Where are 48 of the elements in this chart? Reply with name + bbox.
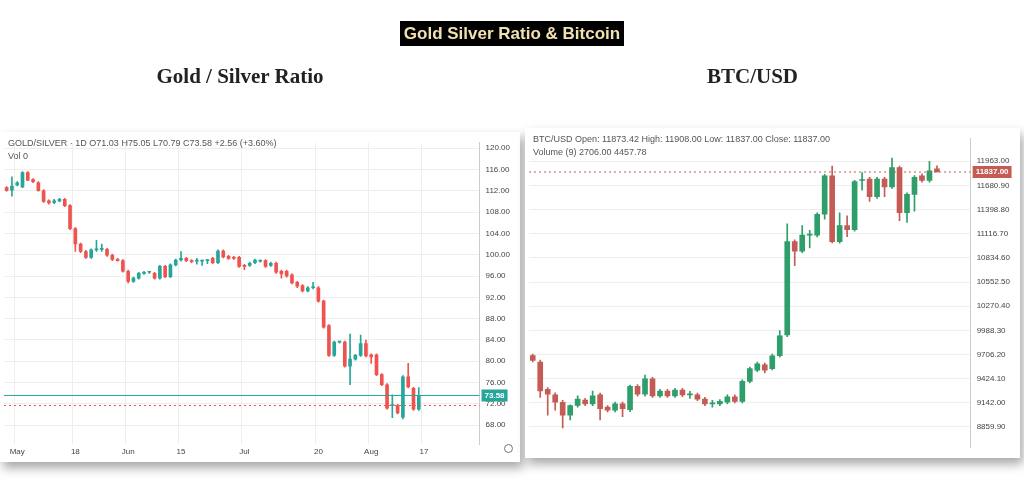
y-tick-label: 9142.00 <box>976 398 1007 408</box>
y-tick-label: 9988.30 <box>976 325 1007 335</box>
y-tick-label: 11398.80 <box>976 204 1010 214</box>
y-tick-label: 100.00 <box>485 249 511 259</box>
y-tick-label: 8859.90 <box>976 422 1007 432</box>
y-tick-label: 120.00 <box>485 143 511 153</box>
y-tick-label: 108.00 <box>485 207 511 217</box>
y-tick-label: 11963.00 <box>976 156 1010 166</box>
candlestick <box>179 251 183 262</box>
ref-line-label: 73.58 <box>484 390 506 400</box>
candlestick <box>348 333 352 386</box>
y-tick-label: 10552.50 <box>976 277 1011 287</box>
y-tick-label: 116.00 <box>485 164 510 174</box>
y-tick-label: 72.00 <box>485 399 507 409</box>
y-tick-label: 76.00 <box>485 377 507 387</box>
y-tick-label: 84.00 <box>485 335 507 345</box>
annotation: Vol 0 <box>8 151 29 161</box>
y-tick-label: 11116.70 <box>976 228 1009 238</box>
x-tick-label: Aug <box>364 447 379 457</box>
annotation: GOLD/SILVER · 1D O71.03 H75.05 L70.79 C73.58 +2.56 (+3.60%) <box>8 138 277 148</box>
y-tick-label: 112.00 <box>485 185 510 195</box>
y-tick-label: 68.00 <box>485 420 507 430</box>
chart-title: BTC/USD <box>706 64 799 89</box>
candlestick <box>544 387 551 416</box>
y-tick-label: 9424.10 <box>976 373 1007 383</box>
x-tick-label: 20 <box>313 447 324 457</box>
annotation: Volume (9) 2706.00 4457.78 <box>533 147 647 157</box>
y-tick-label: 96.00 <box>485 271 507 281</box>
text: Gold Silver Ratio & Bitcoin <box>399 21 625 46</box>
y-tick-label: 80.00 <box>485 356 507 366</box>
chart-title: Gold / Silver Ratio <box>155 64 325 89</box>
annotation: BTC/USD Open: 11873.42 High: 11908.00 Low: 11837.00 Close: 11837.00 <box>533 134 831 144</box>
x-tick-label: 17 <box>419 447 430 457</box>
y-tick-label: 104.00 <box>485 228 511 238</box>
x-tick-label: Jun <box>121 447 135 457</box>
y-tick-label: 9706.20 <box>976 349 1007 359</box>
x-tick-label: May <box>9 447 25 457</box>
y-tick-label: 88.00 <box>485 313 507 323</box>
y-tick-label: 10834.60 <box>976 253 1011 263</box>
y-tick-label: 92.00 <box>485 292 507 302</box>
x-tick-label: 15 <box>176 447 186 457</box>
x-tick-label: 18 <box>70 447 81 457</box>
candlestick <box>99 243 104 252</box>
candlestick <box>859 172 865 191</box>
ref-line-label: 11837.00 <box>975 167 1010 177</box>
y-tick-label: 10270.40 <box>976 301 1011 311</box>
x-tick-label: Jul <box>239 447 250 457</box>
y-tick-label: 11680.90 <box>976 180 1010 190</box>
